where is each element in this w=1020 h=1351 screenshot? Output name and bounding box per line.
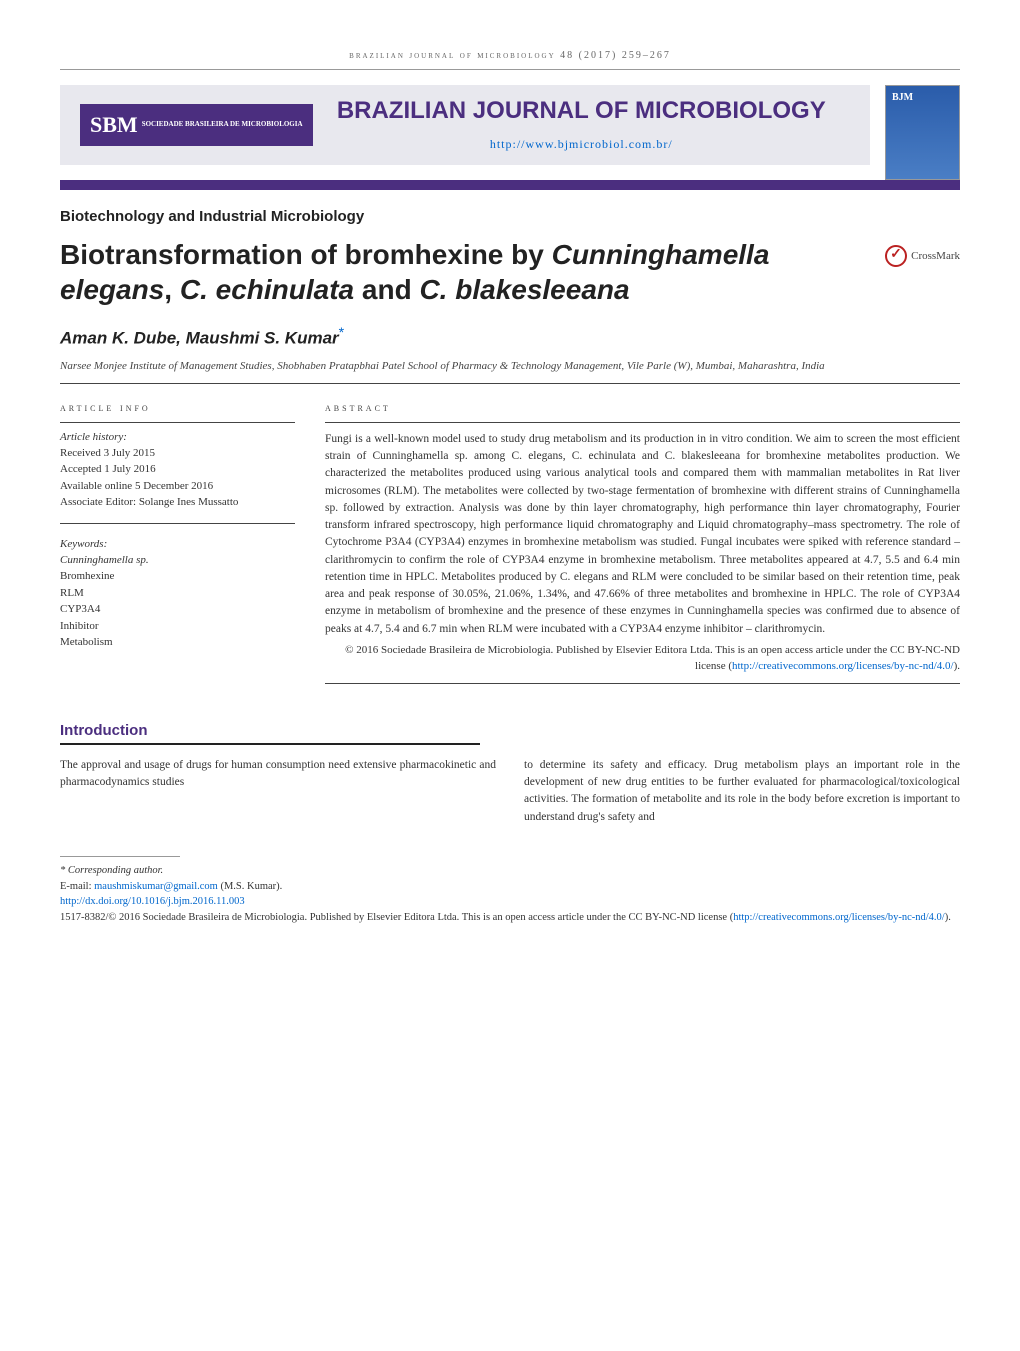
affiliation-rule bbox=[60, 383, 960, 384]
email-suffix: (M.S. Kumar). bbox=[218, 881, 282, 892]
abstract-copyright: © 2016 Sociedade Brasileira de Microbiol… bbox=[325, 642, 960, 675]
abstract-rule bbox=[325, 422, 960, 423]
corresponding-author-note: * Corresponding author. bbox=[60, 863, 960, 879]
footer-license-link[interactable]: http://creativecommons.org/licenses/by-n… bbox=[733, 912, 945, 923]
keywords-block: Keywords: Cunninghamella sp. Bromhexine … bbox=[60, 538, 295, 651]
affiliation: Narsee Monjee Institute of Management St… bbox=[60, 359, 960, 373]
journal-cover-thumb bbox=[885, 85, 960, 180]
abstract-heading: ABSTRACT bbox=[325, 402, 960, 414]
authors: Aman K. Dube, Maushmi S. Kumar* bbox=[60, 325, 960, 349]
keyword-2: RLM bbox=[60, 585, 295, 602]
keyword-3: CYP3A4 bbox=[60, 601, 295, 618]
article-info-heading: ARTICLE INFO bbox=[60, 402, 295, 414]
keyword-1: Bromhexine bbox=[60, 568, 295, 585]
body-columns: The approval and usage of drugs for huma… bbox=[60, 757, 960, 826]
crossmark-badge[interactable]: CrossMark bbox=[885, 245, 960, 267]
article-section-label: Biotechnology and Industrial Microbiolog… bbox=[60, 208, 960, 225]
journal-title: BRAZILIAN JOURNAL OF MICROBIOLOGY bbox=[313, 97, 850, 125]
issn-suffix: ). bbox=[945, 912, 951, 923]
keyword-4: Inhibitor bbox=[60, 618, 295, 635]
sbm-logo-subtext: SOCIEDADE BRASILEIRA DE MICROBIOLOGIA bbox=[142, 121, 303, 129]
authors-names: Aman K. Dube, Maushmi S. Kumar bbox=[60, 329, 339, 348]
issn-copyright: 1517-8382/© 2016 Sociedade Brasileira de… bbox=[60, 910, 960, 926]
issn-prefix: 1517-8382/© 2016 Sociedade Brasileira de… bbox=[60, 912, 733, 923]
journal-url-link[interactable]: http://www.bjmicrobiol.com.br/ bbox=[490, 137, 673, 151]
header-rule bbox=[60, 69, 960, 70]
running-header: BRAZILIAN JOURNAL OF MICROBIOLOGY 48 (20… bbox=[60, 50, 960, 61]
keyword-5: Metabolism bbox=[60, 634, 295, 651]
corresponding-marker: * bbox=[339, 325, 345, 341]
history-label: Article history: bbox=[60, 431, 295, 443]
title-part1: Biotransformation of bromhexine by bbox=[60, 239, 552, 270]
purple-divider-bar bbox=[60, 180, 960, 190]
doi-link[interactable]: http://dx.doi.org/10.1016/j.bjm.2016.11.… bbox=[60, 896, 245, 907]
title-part3: and bbox=[354, 274, 419, 305]
article-info-column: ARTICLE INFO Article history: Received 3… bbox=[60, 402, 295, 692]
online-date: Available online 5 December 2016 bbox=[60, 478, 295, 495]
journal-title-block: BRAZILIAN JOURNAL OF MICROBIOLOGY http:/… bbox=[313, 97, 850, 153]
info-rule-2 bbox=[60, 523, 295, 524]
abstract-text: Fungi is a well-known model used to stud… bbox=[325, 431, 960, 638]
title-part2: , bbox=[164, 274, 180, 305]
journal-banner: SBM SOCIEDADE BRASILEIRA DE MICROBIOLOGI… bbox=[60, 85, 870, 165]
crossmark-icon bbox=[885, 245, 907, 267]
footer-block: * Corresponding author. E-mail: maushmis… bbox=[60, 856, 960, 926]
abstract-end-rule bbox=[325, 683, 960, 684]
associate-editor: Associate Editor: Solange Ines Mussatto bbox=[60, 494, 295, 511]
info-rule-1 bbox=[60, 422, 295, 423]
email-label: E-mail: bbox=[60, 881, 94, 892]
body-col-2: to determine its safety and efficacy. Dr… bbox=[524, 757, 960, 826]
keyword-0: Cunninghamella sp. bbox=[60, 552, 295, 569]
abstract-column: ABSTRACT Fungi is a well-known model use… bbox=[325, 402, 960, 692]
copyright-suffix: ). bbox=[954, 660, 960, 672]
email-link[interactable]: maushmiskumar@gmail.com bbox=[94, 881, 218, 892]
body-col-1: The approval and usage of drugs for huma… bbox=[60, 757, 496, 826]
title-italic3: C. blakesleeana bbox=[419, 274, 629, 305]
license-link[interactable]: http://creativecommons.org/licenses/by-n… bbox=[732, 660, 954, 672]
sbm-logo: SBM SOCIEDADE BRASILEIRA DE MICROBIOLOGI… bbox=[80, 104, 313, 146]
sbm-logo-text: SBM bbox=[90, 112, 138, 138]
article-title: Biotransformation of bromhexine by Cunni… bbox=[60, 237, 790, 307]
footer-short-rule bbox=[60, 856, 180, 857]
keywords-label: Keywords: bbox=[60, 538, 295, 550]
introduction-heading: Introduction bbox=[60, 722, 960, 739]
accepted-date: Accepted 1 July 2016 bbox=[60, 461, 295, 478]
introduction-rule bbox=[60, 743, 480, 745]
email-line: E-mail: maushmiskumar@gmail.com (M.S. Ku… bbox=[60, 879, 960, 895]
received-date: Received 3 July 2015 bbox=[60, 445, 295, 462]
title-italic2: C. echinulata bbox=[180, 274, 354, 305]
crossmark-label: CrossMark bbox=[911, 250, 960, 262]
